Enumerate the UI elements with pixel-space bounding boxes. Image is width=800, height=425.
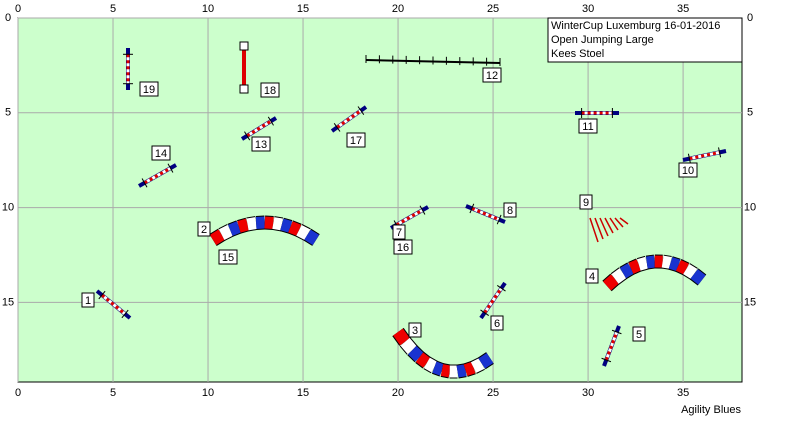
tunnel-segment — [248, 223, 257, 224]
x-tick-label: 35 — [677, 3, 689, 15]
y-tick-label: 5 — [5, 107, 11, 119]
tunnel-segment — [213, 235, 222, 240]
obstacle-label: 1 — [85, 295, 91, 307]
x-tick-label: 0 — [15, 387, 21, 399]
x-tick-label: 20 — [392, 387, 404, 399]
x-tick-label: 5 — [110, 3, 116, 15]
y-tick-label: 15 — [744, 296, 756, 308]
tunnel-segment — [290, 227, 299, 230]
tunnel-segment — [474, 363, 482, 367]
x-tick-label: 30 — [582, 3, 594, 15]
tunnel-segment — [239, 224, 248, 226]
tunnel-segment — [230, 227, 239, 230]
obstacle-label: 11 — [582, 121, 593, 133]
obstacle-label: 15 — [222, 252, 234, 264]
bar-end — [240, 85, 248, 93]
x-tick-label: 25 — [487, 387, 499, 399]
obstacle-label: 17 — [350, 135, 362, 147]
tunnel-segment — [282, 224, 291, 226]
tunnel-segment — [647, 262, 655, 263]
bar-end — [240, 42, 248, 50]
tunnel-segment — [671, 263, 679, 265]
x-tick-label: 25 — [487, 3, 499, 15]
tunnel-segment — [273, 223, 282, 224]
x-tick-label: 15 — [297, 387, 309, 399]
obstacle-label: 7 — [396, 227, 402, 239]
x-tick-label: 15 — [297, 3, 309, 15]
x-tick-label: 5 — [110, 387, 116, 399]
obstacle-label: 12 — [486, 70, 498, 82]
obstacle-label: 9 — [583, 197, 589, 209]
tunnel-segment — [398, 332, 405, 342]
tunnel-segment — [307, 235, 316, 240]
obstacle-label: 19 — [143, 84, 155, 96]
obstacle-label: 4 — [589, 271, 595, 283]
tunnel-segment — [663, 262, 671, 263]
tunnel-segment — [412, 350, 419, 357]
y-tick-label: 10 — [744, 201, 756, 213]
y-tick-label: 10 — [2, 201, 14, 213]
y-tick-label: 5 — [747, 107, 753, 119]
info-line: Open Jumping Large — [551, 34, 654, 46]
tunnel-segment — [686, 269, 694, 274]
obstacle-label: 13 — [255, 139, 267, 151]
tunnel-segment — [482, 358, 490, 363]
x-tick-label: 10 — [202, 3, 214, 15]
tunnel-segment — [442, 370, 450, 371]
obstacle-label: 14 — [155, 148, 167, 160]
obstacle-label: 3 — [412, 325, 418, 337]
x-tick-label: 30 — [582, 387, 594, 399]
y-tick-label: 0 — [5, 12, 11, 24]
tunnel-segment — [631, 265, 639, 268]
tunnel-segment — [607, 279, 615, 286]
tunnel-segment — [405, 342, 412, 350]
obstacle-label: 18 — [264, 85, 276, 97]
obstacle-label: 2 — [201, 224, 207, 236]
tunnel-segment — [299, 230, 308, 234]
obstacle-label: 5 — [636, 329, 642, 341]
x-tick-label: 35 — [677, 387, 689, 399]
tunnel-segment — [678, 265, 686, 269]
tunnel-segment — [420, 357, 427, 363]
tunnel-segment — [458, 370, 466, 371]
tunnel-segment — [694, 274, 702, 280]
tunnel-segment — [222, 230, 231, 234]
tunnel-segment — [427, 363, 435, 367]
tunnel-segment — [615, 273, 623, 279]
footer: Agility Blues — [681, 404, 741, 416]
obstacle-label: 16 — [397, 242, 409, 254]
x-tick-label: 0 — [15, 3, 21, 15]
info-line: Kees Stoel — [551, 48, 604, 60]
tunnel-segment — [466, 368, 474, 371]
tunnel-segment — [623, 268, 631, 273]
y-tick-label: 15 — [2, 296, 14, 308]
tunnel-segment — [639, 263, 647, 265]
info-line: WinterCup Luxemburg 16-01-2016 — [551, 20, 720, 32]
tunnel-segment — [434, 367, 442, 370]
y-tick-label: 0 — [747, 12, 753, 24]
obstacle-label: 6 — [494, 318, 500, 330]
x-tick-label: 20 — [392, 3, 404, 15]
x-tick-label: 10 — [202, 387, 214, 399]
obstacle-label: 8 — [507, 205, 513, 217]
obstacle-label: 10 — [682, 165, 694, 177]
